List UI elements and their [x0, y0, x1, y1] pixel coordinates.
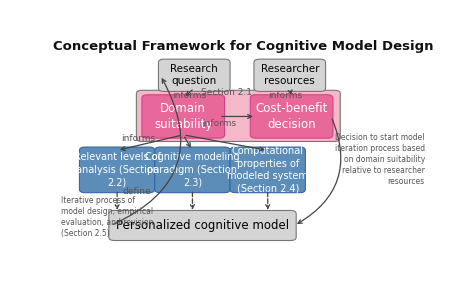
FancyBboxPatch shape — [254, 59, 326, 91]
Text: define: define — [122, 187, 151, 196]
FancyBboxPatch shape — [230, 147, 305, 193]
FancyBboxPatch shape — [158, 59, 230, 91]
Text: Section 2.1: Section 2.1 — [201, 88, 252, 97]
Text: Researcher
resources: Researcher resources — [261, 64, 319, 86]
FancyBboxPatch shape — [80, 147, 155, 193]
Text: Domain
suitability: Domain suitability — [154, 102, 212, 131]
FancyBboxPatch shape — [109, 210, 296, 240]
FancyBboxPatch shape — [250, 95, 333, 138]
Text: Iterative process of
model design, empirical
evaluation, and revision
(Section 2: Iterative process of model design, empir… — [61, 196, 154, 238]
Text: Decision to start model
iteration process based
on domain suitability
relative t: Decision to start model iteration proces… — [335, 133, 425, 186]
FancyBboxPatch shape — [137, 90, 340, 142]
Text: informs: informs — [202, 119, 236, 128]
Text: informs: informs — [121, 134, 155, 143]
Text: Cost-benefit
decision: Cost-benefit decision — [255, 102, 328, 131]
Text: Conceptual Framework for Cognitive Model Design: Conceptual Framework for Cognitive Model… — [53, 40, 433, 53]
Text: Relevant levels of
analysis (Section
2.2): Relevant levels of analysis (Section 2.2… — [73, 153, 161, 187]
Text: informs: informs — [268, 91, 302, 100]
FancyBboxPatch shape — [142, 95, 225, 138]
Text: Cognitive modeling
paradigm (Section
2.3): Cognitive modeling paradigm (Section 2.3… — [145, 153, 240, 187]
Text: Computational
properties of
modeled system
(Section 2.4): Computational properties of modeled syst… — [228, 146, 308, 193]
Text: informs: informs — [173, 91, 207, 100]
Text: Research
question: Research question — [170, 64, 218, 86]
FancyBboxPatch shape — [155, 147, 230, 193]
Text: Personalized cognitive model: Personalized cognitive model — [116, 219, 289, 232]
